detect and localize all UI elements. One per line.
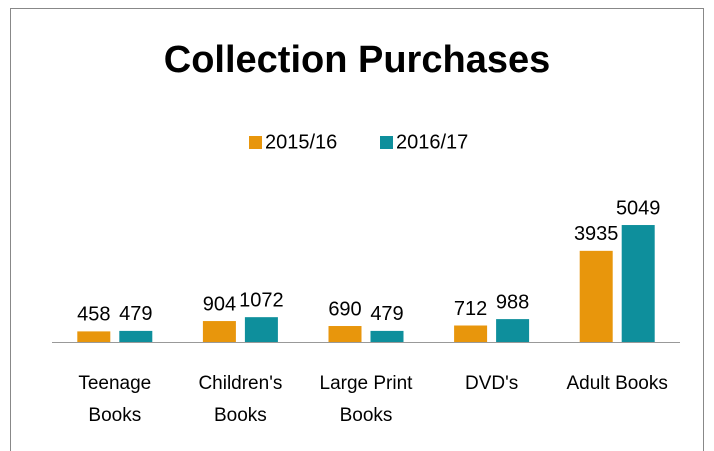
data-label: 904: [203, 293, 236, 315]
data-label: 712: [454, 298, 487, 320]
x-tick-label: Large Print Books: [319, 373, 413, 426]
bar: [621, 225, 655, 342]
legend-swatch: [249, 136, 262, 149]
x-tick-label: Adult Books: [566, 373, 668, 394]
bar: [202, 321, 236, 342]
data-label: 690: [328, 298, 361, 320]
legend-label: 2016/17: [396, 131, 468, 153]
x-tick-label: Teenage Books: [78, 373, 152, 426]
x-tick-label: DVD's: [464, 373, 519, 394]
data-label: 988: [496, 291, 529, 313]
bar: [370, 330, 404, 342]
chart-title: Collection Purchases: [164, 39, 550, 81]
bar: [77, 331, 111, 342]
data-label: 5049: [616, 197, 661, 219]
bar: [328, 326, 362, 342]
legend-swatch: [380, 136, 393, 149]
chart-border: [10, 8, 704, 451]
data-label: 479: [370, 303, 403, 325]
bar: [454, 325, 488, 342]
bar: [496, 319, 530, 342]
data-label: 458: [77, 304, 110, 326]
bar: [579, 250, 613, 342]
data-label: 479: [119, 303, 152, 325]
bar: [119, 330, 153, 342]
legend-label: 2015/16: [265, 131, 337, 153]
x-tick-label: Children's Books: [198, 373, 283, 426]
bar: [244, 317, 278, 342]
data-label: 3935: [574, 223, 619, 245]
data-label: 1072: [239, 289, 284, 311]
